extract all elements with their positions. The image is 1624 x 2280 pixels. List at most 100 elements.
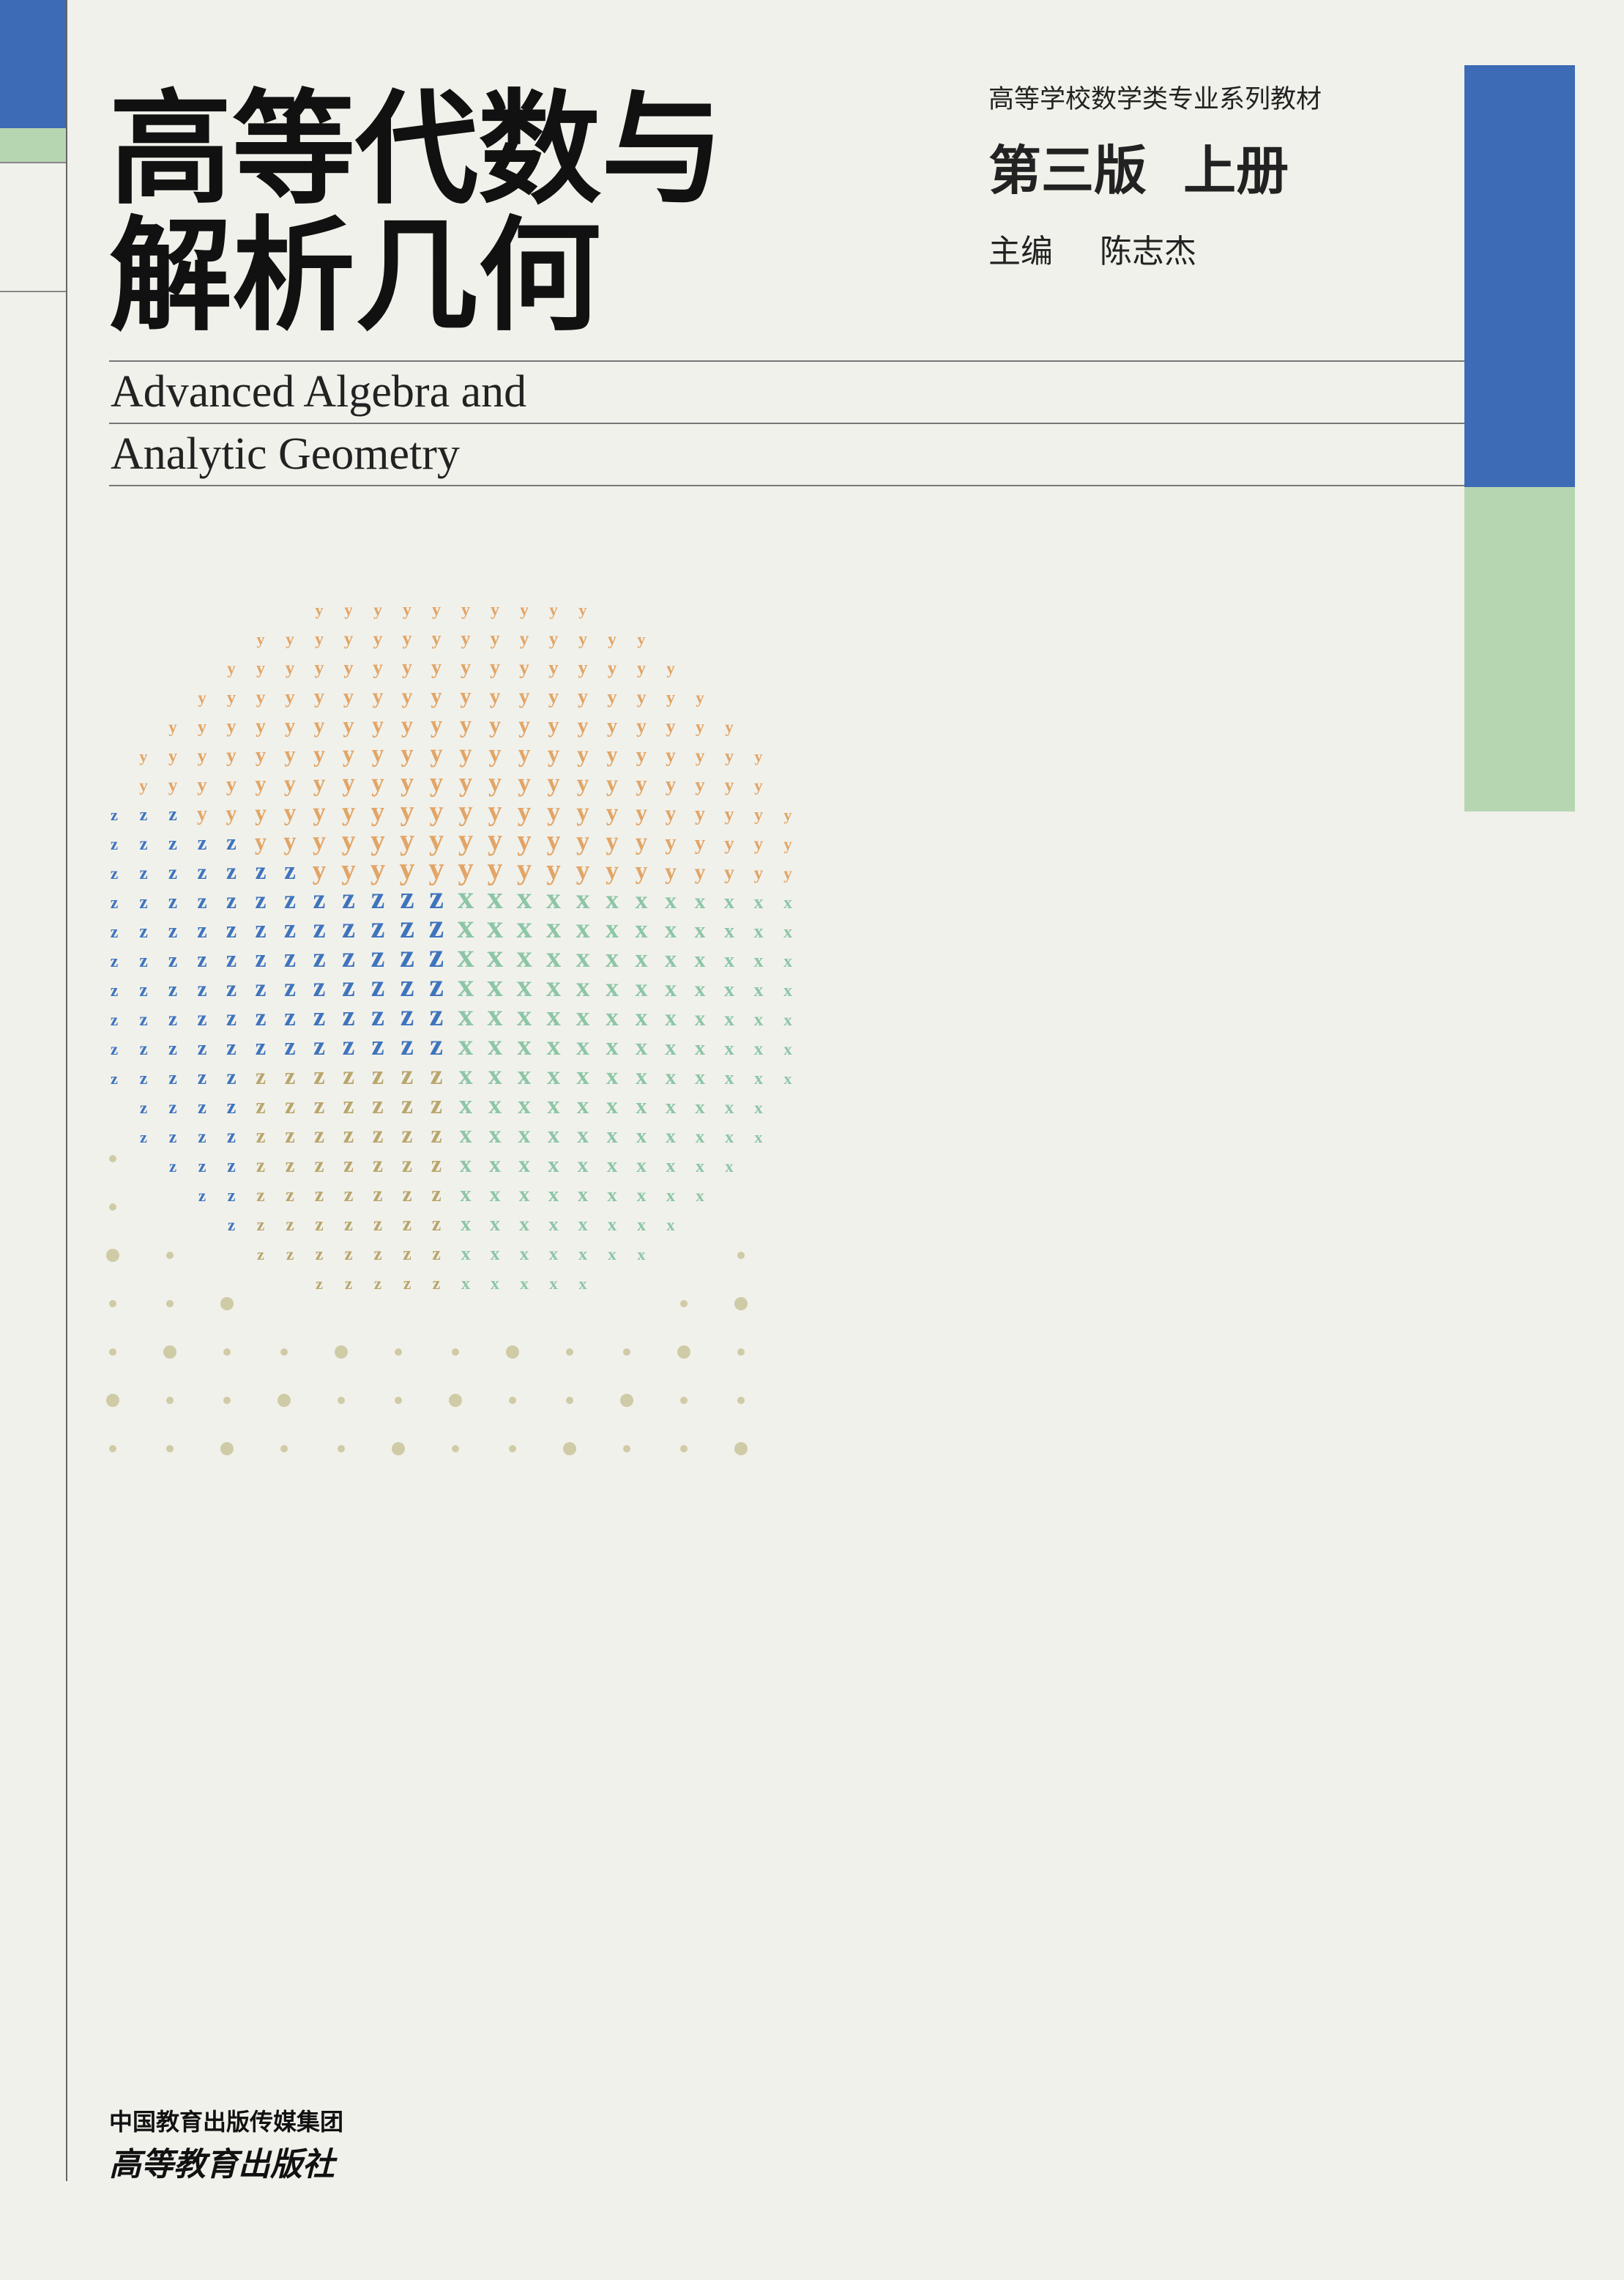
pattern-letter: x bbox=[724, 979, 734, 1001]
pattern-letter: y bbox=[666, 773, 677, 796]
pattern-letter: z bbox=[344, 1213, 353, 1235]
dot bbox=[106, 1249, 119, 1262]
pattern-letter: z bbox=[226, 1005, 236, 1031]
pattern-letter: z bbox=[139, 979, 148, 1000]
pattern-letter: x bbox=[489, 1151, 501, 1177]
pattern-letter: y bbox=[606, 742, 617, 767]
pattern-letter: z bbox=[197, 1007, 206, 1031]
pattern-letter: x bbox=[490, 1213, 500, 1236]
dot bbox=[278, 1394, 291, 1407]
pattern-letter: z bbox=[255, 975, 266, 1002]
pattern-letter: y bbox=[403, 601, 411, 620]
pattern-letter: y bbox=[637, 659, 646, 678]
pattern-letter: x bbox=[753, 950, 763, 971]
pattern-letter: y bbox=[285, 714, 296, 738]
pattern-letter: x bbox=[783, 1040, 792, 1058]
pattern-letter: y bbox=[665, 830, 677, 855]
pattern-letter: y bbox=[255, 771, 266, 796]
pattern-letter: y bbox=[666, 688, 675, 708]
pattern-letter: x bbox=[635, 975, 647, 1002]
pattern-letter: y bbox=[636, 858, 648, 885]
pattern-letter: z bbox=[256, 1124, 266, 1148]
pattern-letter: y bbox=[754, 776, 763, 795]
edition: 第三版 上册 bbox=[988, 140, 1289, 201]
pattern-letter: x bbox=[488, 1060, 502, 1091]
pattern-letter: x bbox=[694, 918, 705, 943]
pattern-letter: x bbox=[518, 1061, 532, 1091]
pattern-letter: x bbox=[578, 1214, 587, 1235]
pattern-letter: x bbox=[488, 1121, 501, 1148]
pattern-letter: z bbox=[286, 1215, 294, 1235]
pattern-letter: y bbox=[636, 743, 647, 767]
pattern-letter: y bbox=[168, 718, 177, 736]
pattern-letter: x bbox=[636, 1124, 647, 1148]
pattern-letter: x bbox=[517, 1030, 532, 1061]
pattern-letter: x bbox=[576, 972, 589, 1003]
pattern-letter: x bbox=[576, 1031, 589, 1061]
pattern-letter: y bbox=[342, 797, 355, 826]
pattern-letter: z bbox=[286, 1245, 294, 1264]
pattern-letter: x bbox=[754, 1128, 763, 1146]
pattern-letter: z bbox=[169, 1128, 177, 1147]
pattern-letter: y bbox=[458, 796, 472, 827]
pattern-letter: z bbox=[401, 1090, 413, 1119]
pattern-letter: y bbox=[578, 713, 589, 738]
pattern-letter: z bbox=[371, 940, 385, 974]
pattern-letter: z bbox=[111, 864, 118, 883]
pattern-letter: x bbox=[460, 1151, 472, 1178]
pattern-letter: x bbox=[606, 1093, 618, 1118]
pattern-letter: z bbox=[429, 967, 444, 1003]
pattern-letter: y bbox=[431, 628, 441, 649]
pattern-letter: y bbox=[725, 747, 734, 766]
pattern-letter: y bbox=[696, 717, 704, 737]
pattern-letter: y bbox=[695, 773, 705, 795]
pattern-letter: z bbox=[343, 1152, 354, 1177]
pattern-letter: z bbox=[140, 805, 148, 825]
dot bbox=[109, 1203, 116, 1211]
dot bbox=[449, 1394, 462, 1407]
pattern-letter: z bbox=[227, 1155, 236, 1176]
pattern-letter: z bbox=[168, 949, 178, 972]
pattern-letter: x bbox=[460, 1181, 471, 1206]
pattern-letter: x bbox=[724, 949, 734, 972]
dot bbox=[734, 1442, 748, 1455]
pattern-letter: x bbox=[606, 885, 619, 914]
pattern-letter: x bbox=[636, 1034, 648, 1061]
pattern-letter: y bbox=[724, 803, 734, 825]
pattern-letter: z bbox=[198, 1126, 206, 1147]
pattern-letter: y bbox=[342, 769, 354, 797]
pattern-letter: z bbox=[228, 1216, 235, 1234]
pattern-letter: z bbox=[313, 972, 326, 1003]
pattern-letter: z bbox=[313, 1031, 325, 1061]
pattern-letter: x bbox=[606, 1063, 619, 1090]
dot bbox=[506, 1345, 519, 1359]
pattern-letter: x bbox=[665, 917, 677, 943]
pattern-letter: z bbox=[342, 911, 355, 944]
pattern-letter: z bbox=[256, 1004, 267, 1031]
pattern-letter: y bbox=[286, 658, 295, 678]
pattern-letter: z bbox=[140, 1099, 147, 1118]
pattern-letter: x bbox=[695, 1096, 705, 1118]
pattern-letter: x bbox=[724, 1037, 734, 1059]
pattern-letter: y bbox=[227, 716, 236, 737]
pattern-letter: y bbox=[460, 712, 472, 738]
pattern-letter: z bbox=[431, 1181, 441, 1206]
pattern-letter: y bbox=[197, 803, 207, 825]
dot bbox=[737, 1252, 745, 1259]
pattern-letter: y bbox=[226, 801, 237, 825]
dot bbox=[680, 1445, 688, 1452]
dot bbox=[223, 1348, 231, 1356]
pattern-letter: x bbox=[516, 940, 532, 974]
pattern-letter: z bbox=[256, 1093, 265, 1118]
pattern-letter: x bbox=[783, 952, 792, 971]
dot bbox=[737, 1348, 745, 1356]
pattern-letter: y bbox=[284, 770, 296, 796]
pattern-letter: y bbox=[576, 855, 590, 885]
dot bbox=[452, 1445, 459, 1452]
pattern-letter: z bbox=[371, 999, 384, 1032]
pattern-letter: y bbox=[343, 685, 354, 708]
pattern-letter: y bbox=[461, 656, 471, 679]
pattern-letter: x bbox=[517, 882, 532, 916]
pattern-letter: z bbox=[169, 1157, 176, 1176]
